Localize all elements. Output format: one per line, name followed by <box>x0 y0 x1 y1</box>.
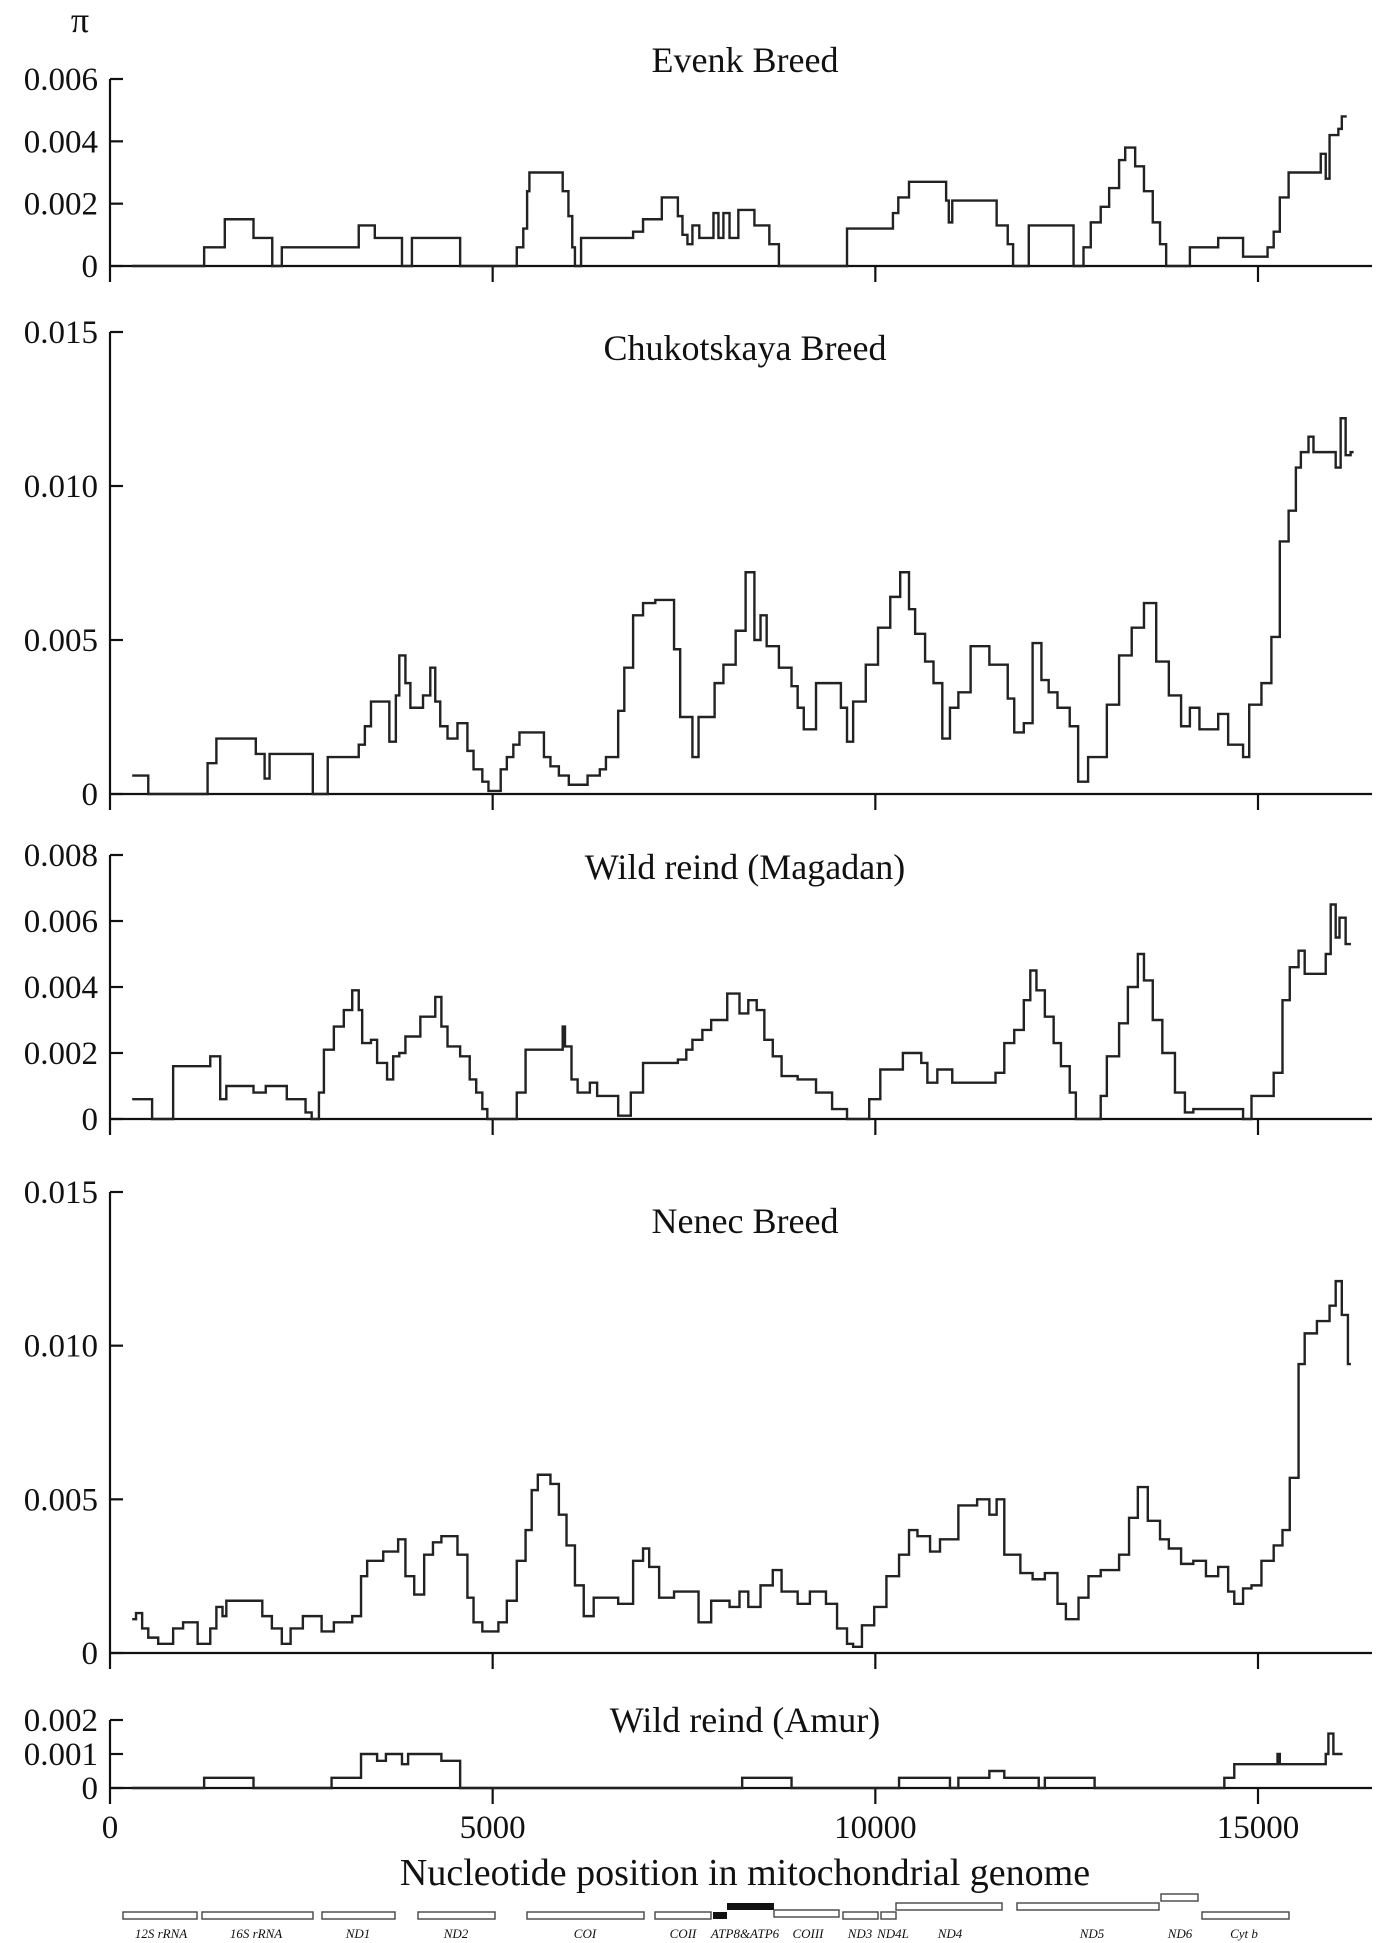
y-tick-label: 0.002 <box>24 1036 98 1072</box>
gene-box <box>1016 1902 1160 1911</box>
y-tick-label: 0.002 <box>24 187 98 223</box>
diversity-step-line <box>132 1279 1351 1649</box>
panel-title: Chukotskaya Breed <box>604 328 887 368</box>
y-tick-label: 0.010 <box>24 469 98 505</box>
gene-box <box>895 1902 1003 1911</box>
gene-box <box>201 1911 314 1920</box>
x-tick-label: 15000 <box>1217 1810 1300 1846</box>
y-tick-label: 0 <box>82 1102 99 1138</box>
gene-box <box>1201 1911 1290 1920</box>
gene-box-atp6 <box>727 1903 774 1910</box>
x-tick-label: 5000 <box>460 1810 526 1846</box>
gene-label: ND2 <box>443 1926 469 1941</box>
gene-box <box>417 1911 496 1920</box>
y-tick-label: 0 <box>82 777 99 813</box>
panel-title: Wild reind (Magadan) <box>585 847 905 887</box>
panel-3: 0 0.002 0.004 0.006 0.008 Wild reind (Magadan… <box>24 838 1372 1138</box>
y-axis-label-pi: π <box>71 0 89 40</box>
diversity-step-line <box>132 1732 1343 1790</box>
y-tick-label: 0.015 <box>24 315 98 351</box>
gene-label: ND3 <box>847 1926 873 1941</box>
y-tick-label: 0.004 <box>24 970 98 1006</box>
gene-label: ND6 <box>1167 1926 1193 1941</box>
gene-map: 12S rRNA 16S rRNA ND1 ND2 COI COII ATP8&ATP6 CO… <box>122 1893 1290 1941</box>
gene-box <box>654 1911 712 1920</box>
y-tick-label: 0.004 <box>24 124 98 160</box>
gene-label: COIII <box>792 1926 824 1941</box>
gene-box <box>321 1911 396 1920</box>
panel-title: Evenk Breed <box>652 40 839 80</box>
y-tick-label: 0.005 <box>24 623 98 659</box>
y-tick-label: 0.002 <box>24 1703 98 1739</box>
diversity-step-line <box>132 903 1351 1121</box>
gene-box-atp8 <box>713 1912 727 1919</box>
panel-title: Nenec Breed <box>652 1201 839 1241</box>
gene-box <box>773 1909 840 1918</box>
diversity-step-line <box>132 115 1347 268</box>
gene-label: ND4 <box>937 1926 963 1941</box>
gene-label: Cyt b <box>1230 1926 1258 1941</box>
x-tick-label: 0 <box>102 1810 119 1846</box>
y-tick-label: 0 <box>82 1636 99 1672</box>
y-tick-label: 0.015 <box>24 1175 98 1211</box>
gene-label: ATP8&ATP6 <box>710 1926 780 1941</box>
panel-1: 0 0.002 0.004 0.006 Evenk Breed <box>24 40 1372 285</box>
gene-box <box>880 1911 897 1920</box>
gene-box <box>122 1911 198 1920</box>
diversity-step-line <box>132 417 1354 796</box>
y-tick-label: 0.006 <box>24 62 98 98</box>
panel-2: 0 0.005 0.010 0.015 Chukotskaya Breed <box>24 315 1372 813</box>
panel-4: 0 0.005 0.010 0.015 Nenec Breed <box>24 1175 1372 1672</box>
gene-box <box>1160 1893 1199 1902</box>
y-tick-label: 0.008 <box>24 838 98 874</box>
y-tick-label: 0 <box>82 249 99 285</box>
y-tick-label: 0.005 <box>24 1482 98 1518</box>
panel-title: Wild reind (Amur) <box>610 1700 880 1740</box>
gene-label: COI <box>574 1926 597 1941</box>
x-tick-label: 10000 <box>834 1810 917 1846</box>
gene-label: COII <box>670 1926 697 1941</box>
gene-label: ND4L <box>876 1926 909 1941</box>
gene-box <box>842 1911 879 1920</box>
gene-label: 16S rRNA <box>230 1926 282 1941</box>
gene-box <box>526 1911 645 1920</box>
y-tick-label: 0 <box>82 1771 99 1807</box>
y-tick-label: 0.010 <box>24 1329 98 1365</box>
gene-label: 12S rRNA <box>135 1926 187 1941</box>
gene-label: ND5 <box>1079 1926 1105 1941</box>
gene-label: ND1 <box>345 1926 371 1941</box>
y-tick-label: 0.006 <box>24 904 98 940</box>
x-axis-label: Nucleotide position in mitochondrial gen… <box>400 1852 1090 1894</box>
y-tick-label: 0.001 <box>24 1737 98 1773</box>
